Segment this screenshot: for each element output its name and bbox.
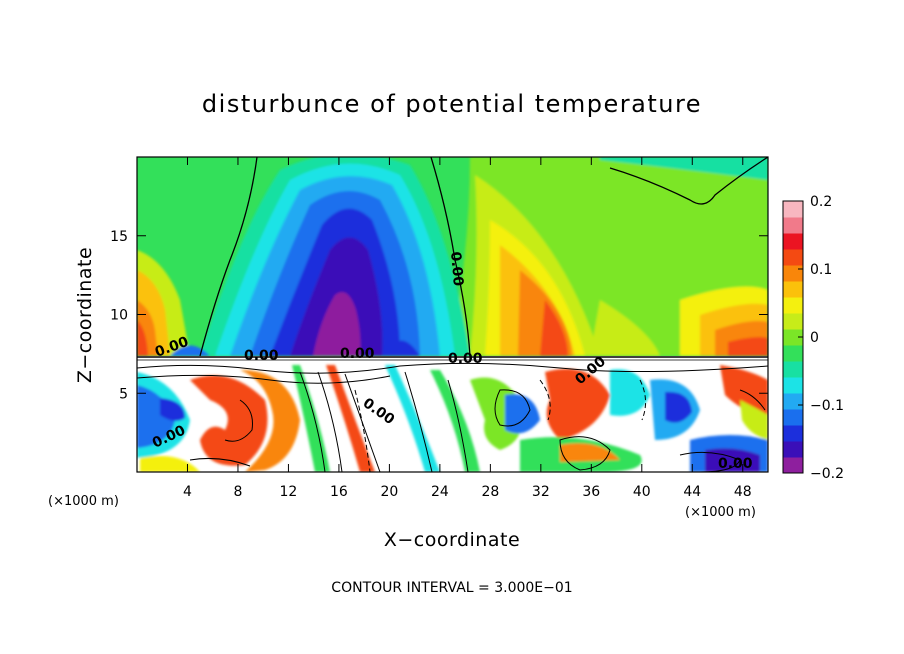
x-tick-label: 4: [183, 484, 192, 500]
contour-label: 0.00: [340, 346, 375, 362]
colorbar-swatch: [783, 361, 803, 378]
x-unit-label-left: (×1000 m): [48, 494, 119, 509]
chart-title: disturbunce of potential temperature: [202, 90, 702, 118]
colorbar: [783, 201, 803, 474]
colorbar-tick-label: 0: [810, 330, 819, 346]
colorbar-swatch: [783, 329, 803, 346]
y-tick-label: 15: [110, 229, 128, 245]
field-upper-features: [137, 157, 768, 356]
contour-interval-note: CONTOUR INTERVAL = 3.000E−01: [331, 580, 572, 596]
colorbar-swatch: [783, 201, 803, 218]
x-unit-label-right: (×1000 m): [685, 505, 756, 520]
y-tick-label: 10: [110, 308, 128, 324]
x-tick-label: 28: [481, 484, 499, 500]
x-tick-label: 36: [582, 484, 600, 500]
colorbar-swatch: [783, 265, 803, 282]
colorbar-swatch: [783, 377, 803, 394]
colorbar-swatch: [783, 233, 803, 250]
lower-contours: [137, 362, 768, 472]
x-axis-title: X−coordinate: [384, 529, 520, 551]
colorbar-swatch: [783, 441, 803, 458]
contour-label: 0.00: [718, 456, 753, 472]
colorbar-swatch: [783, 313, 803, 330]
field-map: 0.00 0.00 0.00 0.00 0.00 0.00 0.00 0.00 …: [137, 157, 768, 472]
x-tick-label: 16: [330, 484, 348, 500]
colorbar-tick-label: 0.1: [810, 262, 832, 278]
x-axis-ticks: 4 8 12 16 20 24 28 32 36 40 44 48: [183, 157, 752, 500]
y-tick-label: 5: [119, 386, 128, 402]
colorbar-tick-label: 0.2: [810, 194, 832, 210]
contour-label: 0.00: [448, 351, 483, 367]
x-tick-label: 48: [734, 484, 752, 500]
colorbar-swatch: [783, 409, 803, 426]
colorbar-swatch: [783, 297, 803, 314]
colorbar-swatch: [783, 457, 803, 474]
y-axis-ticks: 5 10 15: [110, 229, 768, 402]
colorbar-tick-label: −0.2: [810, 466, 844, 482]
x-tick-label: 12: [280, 484, 298, 500]
x-tick-label: 8: [233, 484, 242, 500]
x-tick-label: 44: [683, 484, 701, 500]
contour-label: 0.00: [244, 348, 279, 364]
colorbar-ticks: 0.2 0.1 0 −0.1 −0.2: [798, 194, 844, 482]
colorbar-swatch: [783, 217, 803, 234]
colorbar-swatch: [783, 281, 803, 298]
colorbar-swatch: [783, 425, 803, 442]
x-tick-label: 24: [431, 484, 449, 500]
contour-labels: 0.00 0.00 0.00 0.00 0.00 0.00 0.00 0.00 …: [150, 251, 753, 472]
y-axis-title: Z−coordinate: [74, 247, 96, 383]
colorbar-swatch: [783, 249, 803, 266]
zero-contours-upper: [199, 157, 768, 357]
colorbar-swatch: [783, 345, 803, 362]
lower-negative-contours: [354, 379, 646, 472]
x-tick-label: 40: [633, 484, 651, 500]
x-tick-label: 32: [532, 484, 550, 500]
contour-label: 0.00: [447, 251, 466, 287]
colorbar-swatch: [783, 393, 803, 410]
field-lower-features: [137, 365, 768, 472]
x-tick-label: 20: [380, 484, 398, 500]
colorbar-tick-label: −0.1: [810, 398, 844, 414]
